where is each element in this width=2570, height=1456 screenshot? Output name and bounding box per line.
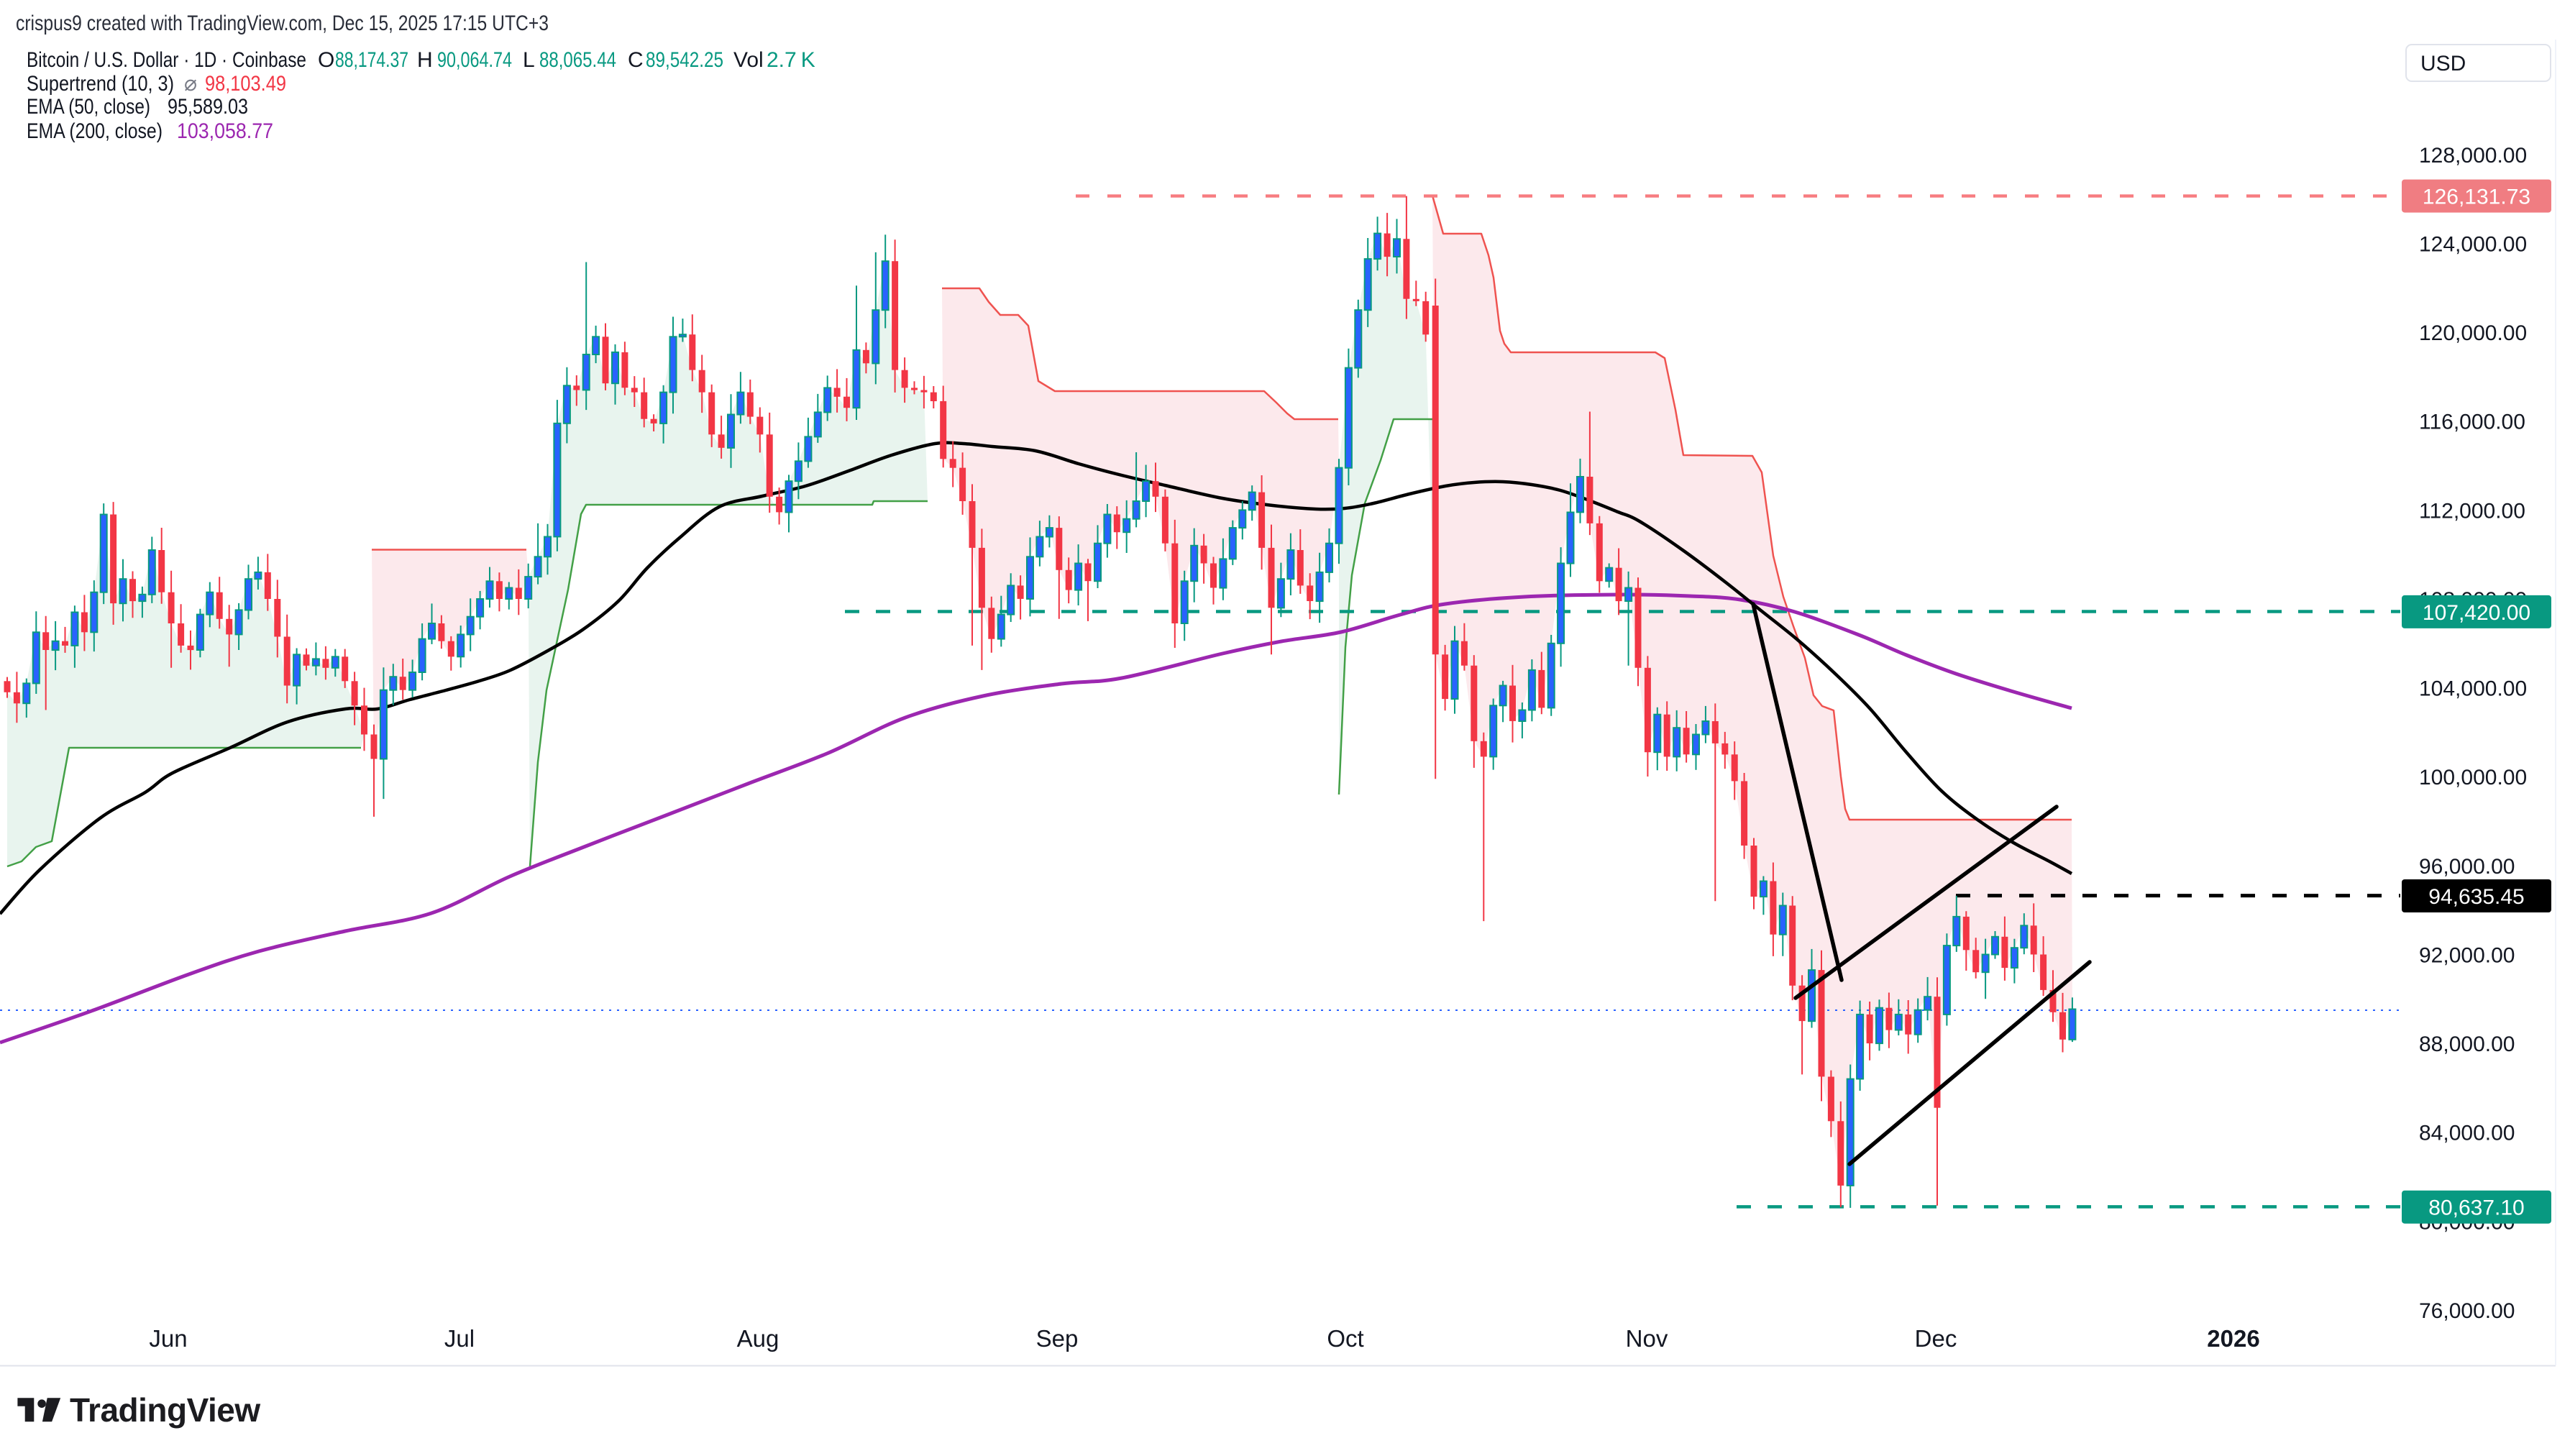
svg-text:Supertrend (10, 3)⌀98,103.49: Supertrend (10, 3) ⌀ 98,103.49 <box>27 72 286 96</box>
svg-text:116,000.00: 116,000.00 <box>2419 411 2525 434</box>
svg-text:96,000.00: 96,000.00 <box>2419 855 2515 879</box>
svg-text:88,000.00: 88,000.00 <box>2419 1033 2515 1056</box>
svg-text:Aug: Aug <box>737 1325 779 1352</box>
svg-text:Bitcoin / U.S. Dollar · 1D · C: Bitcoin / U.S. Dollar · 1D · Coinbase O88… <box>27 48 815 72</box>
svg-text:92,000.00: 92,000.00 <box>2419 944 2515 968</box>
svg-text:crispus9 created with TradingV: crispus9 created with TradingView.com, D… <box>16 12 549 35</box>
svg-text:126,131.73: 126,131.73 <box>2423 186 2530 209</box>
svg-text:EMA (50, close)95,589.03: EMA (50, close) 95,589.03 <box>27 95 248 119</box>
svg-text:Sep: Sep <box>1036 1325 1079 1352</box>
svg-text:94,635.45: 94,635.45 <box>2428 885 2524 909</box>
svg-text:112,000.00: 112,000.00 <box>2419 499 2525 523</box>
svg-text:107,420.00: 107,420.00 <box>2423 601 2530 625</box>
svg-text:104,000.00: 104,000.00 <box>2419 677 2527 701</box>
svg-text:EMA (200, close)103,058.77: EMA (200, close) 103,058.77 <box>27 119 273 143</box>
svg-text:80,637.10: 80,637.10 <box>2428 1196 2524 1220</box>
svg-text:Jun: Jun <box>149 1325 187 1352</box>
svg-text:84,000.00: 84,000.00 <box>2419 1122 2515 1145</box>
svg-text:TradingView: TradingView <box>70 1391 260 1429</box>
svg-text:100,000.00: 100,000.00 <box>2419 766 2527 789</box>
svg-text:Oct: Oct <box>1327 1325 1363 1352</box>
svg-text:120,000.00: 120,000.00 <box>2419 321 2527 345</box>
svg-text:Dec: Dec <box>1915 1325 1957 1352</box>
svg-text:76,000.00: 76,000.00 <box>2419 1299 2515 1323</box>
svg-text:2026: 2026 <box>2207 1325 2259 1352</box>
svg-text:Nov: Nov <box>1626 1325 1668 1352</box>
svg-text:USD: USD <box>2420 52 2466 75</box>
svg-text:124,000.00: 124,000.00 <box>2419 233 2527 257</box>
svg-text:Jul: Jul <box>444 1325 475 1352</box>
svg-text:128,000.00: 128,000.00 <box>2419 144 2527 168</box>
